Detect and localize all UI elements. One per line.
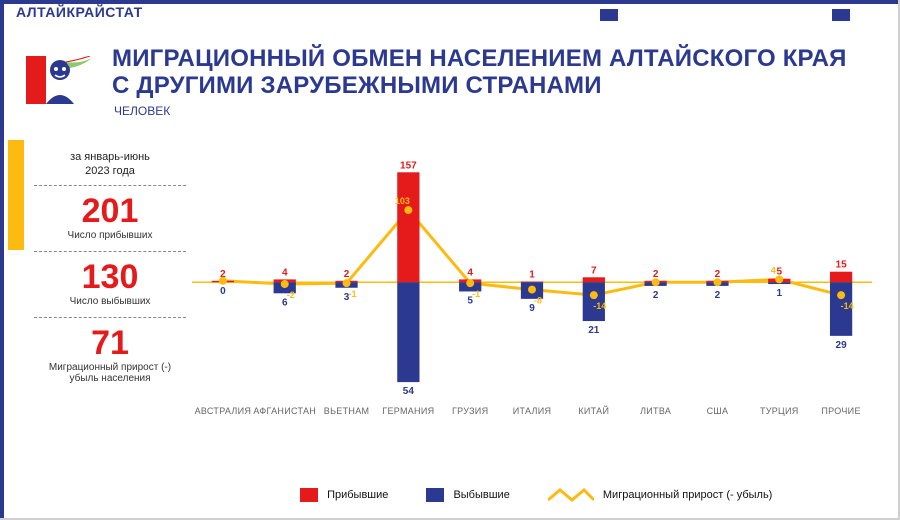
svg-text:США: США <box>707 406 729 416</box>
yellow-strip <box>8 140 24 250</box>
svg-text:7: 7 <box>591 265 597 276</box>
svg-text:21: 21 <box>588 325 600 336</box>
stat-departed-label: Число выбывших <box>34 296 186 307</box>
svg-text:29: 29 <box>836 340 848 351</box>
legend-net-swatch <box>548 488 594 502</box>
legend-net: Миграционный прирост (- убыль) <box>548 488 773 502</box>
stat-departed-value: 130 <box>34 260 186 294</box>
svg-text:2: 2 <box>653 290 659 301</box>
svg-text:АФГАНИСТАН: АФГАНИСТАН <box>253 406 316 416</box>
page-title: МИГРАЦИОННЫЙ ОБМЕН НАСЕЛЕНИЕМ АЛТАЙСКОГО… <box>112 46 864 100</box>
svg-text:ВЬЕТНАМ: ВЬЕТНАМ <box>324 406 370 416</box>
svg-text:ИТАЛИЯ: ИТАЛИЯ <box>513 406 552 416</box>
svg-text:4: 4 <box>467 267 473 278</box>
svg-text:4: 4 <box>771 265 776 275</box>
frame-left <box>0 0 4 520</box>
svg-text:КИТАЙ: КИТАЙ <box>578 405 609 416</box>
legend-arrived-swatch <box>300 488 318 502</box>
legend: Прибывшие Выбывшие Миграционный прирост … <box>300 488 772 502</box>
stats-panel: за январь-июнь 2023 года 201 Число прибы… <box>34 150 186 394</box>
period-line-1: за январь-июнь <box>70 151 150 163</box>
period-line-2: 2023 года <box>85 165 135 177</box>
svg-text:2: 2 <box>715 290 721 301</box>
svg-text:103: 103 <box>395 196 410 206</box>
legend-arrived: Прибывшие <box>300 488 388 502</box>
legend-departed-label: Выбывшие <box>453 489 509 501</box>
header-ornament-2 <box>832 9 850 21</box>
svg-text:-1: -1 <box>349 289 357 299</box>
svg-text:ГЕРМАНИЯ: ГЕРМАНИЯ <box>382 406 434 416</box>
svg-text:2: 2 <box>344 269 350 280</box>
title-line-2: С ДРУГИМИ ЗАРУБЕЖНЫМИ СТРАНАМИ <box>112 72 602 99</box>
svg-text:ГРУЗИЯ: ГРУЗИЯ <box>452 406 488 416</box>
svg-text:ПРОЧИЕ: ПРОЧИЕ <box>821 406 860 416</box>
svg-text:ЛИТВА: ЛИТВА <box>640 406 671 416</box>
svg-text:1: 1 <box>529 270 535 281</box>
title-line-1: МИГРАЦИОННЫЙ ОБМЕН НАСЕЛЕНИЕМ АЛТАЙСКОГО… <box>112 45 847 72</box>
svg-text:157: 157 <box>400 160 417 171</box>
svg-text:15: 15 <box>836 260 848 271</box>
legend-arrived-label: Прибывшие <box>327 489 388 501</box>
header-ornament-1 <box>600 9 618 21</box>
svg-text:2: 2 <box>715 269 721 280</box>
stat-net-label: Миграционный прирост (-)убыль населения <box>34 362 186 384</box>
svg-text:-14: -14 <box>593 301 606 311</box>
svg-text:-1: -1 <box>472 289 480 299</box>
svg-text:АВСТРАЛИЯ: АВСТРАЛИЯ <box>195 406 252 416</box>
chart: 20АВСТРАЛИЯ46-2АФГАНИСТАН23-1ВЬЕТНАМ1575… <box>192 160 872 420</box>
legend-departed: Выбывшие <box>426 488 509 502</box>
brand-label: АЛТАЙКРАЙСТАТ <box>16 4 143 20</box>
stat-arrived-label: Число прибывших <box>34 230 186 241</box>
svg-text:1: 1 <box>776 288 782 299</box>
svg-text:-8: -8 <box>534 296 542 306</box>
page: АЛТАЙКРАЙСТАТ МИГРАЦИОННЫЙ ОБМЕН НАСЕЛЕН… <box>0 0 900 520</box>
period: за январь-июнь 2023 года <box>34 150 186 179</box>
stat-net-value: 71 <box>34 326 186 360</box>
legend-departed-swatch <box>426 488 444 502</box>
stat-arrived-value: 201 <box>34 194 186 228</box>
svg-text:ТУРЦИЯ: ТУРЦИЯ <box>760 406 799 416</box>
svg-text:-2: -2 <box>287 290 295 300</box>
svg-text:2: 2 <box>653 269 659 280</box>
title-subtitle: ЧЕЛОВЕК <box>114 104 170 118</box>
svg-text:-14: -14 <box>841 301 854 311</box>
svg-text:54: 54 <box>403 386 415 397</box>
legend-net-label: Миграционный прирост (- убыль) <box>603 489 772 501</box>
svg-text:4: 4 <box>282 267 288 278</box>
svg-text:0: 0 <box>220 286 226 297</box>
title-icon <box>26 56 94 116</box>
